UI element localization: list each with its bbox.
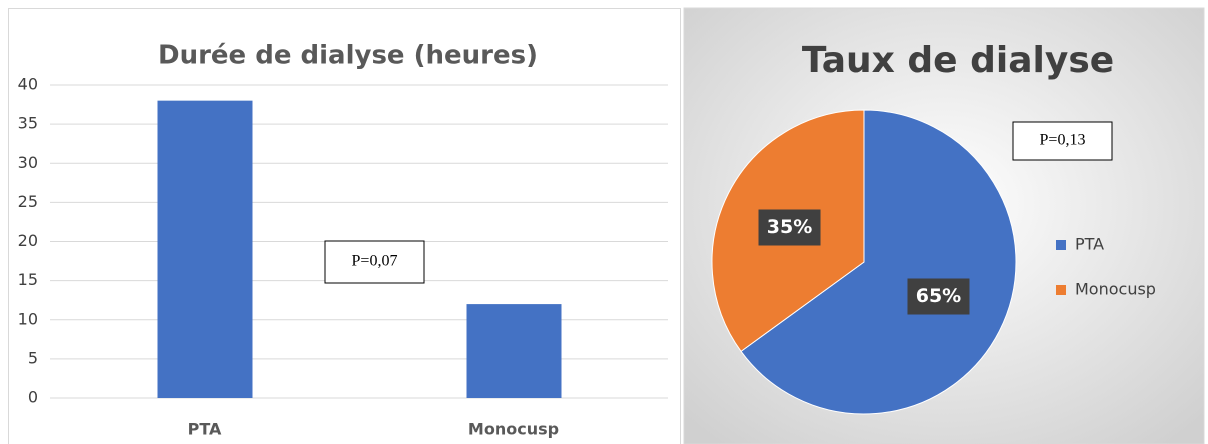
y-tick-label: 25 xyxy=(18,192,38,211)
y-tick-label: 15 xyxy=(18,270,38,289)
pie-title: Taux de dialyse xyxy=(802,40,1114,81)
x-tick-label: Monocusp xyxy=(468,420,559,439)
pie-slice xyxy=(740,109,1017,415)
legend-label: PTA xyxy=(1075,235,1104,254)
y-tick-label: 0 xyxy=(28,388,38,407)
bar-title: Durée de dialyse (heures) xyxy=(158,41,538,71)
y-tick-label: 30 xyxy=(18,153,38,172)
bar-chart-frame xyxy=(8,8,681,444)
annotation: P=0,07 xyxy=(352,253,398,270)
data-label: 35% xyxy=(767,216,812,238)
y-tick-label: 5 xyxy=(28,348,38,367)
x-tick-label: PTA xyxy=(188,420,222,439)
annotation-box xyxy=(1012,121,1113,161)
bar xyxy=(466,304,562,398)
y-tick-label: 20 xyxy=(18,231,38,250)
annotation-box xyxy=(324,240,425,284)
data-label-box xyxy=(758,209,821,246)
legend-swatch xyxy=(1056,285,1066,295)
y-tick-label: 10 xyxy=(18,309,38,328)
legend-label: Monocusp xyxy=(1075,280,1156,299)
data-label: 65% xyxy=(916,285,961,307)
y-tick-label: 40 xyxy=(18,75,38,94)
legend-swatch xyxy=(1056,240,1066,250)
y-tick-label: 35 xyxy=(18,114,38,133)
bar xyxy=(157,100,253,399)
annotation: P=0,13 xyxy=(1040,132,1086,149)
data-label-box xyxy=(907,278,970,315)
